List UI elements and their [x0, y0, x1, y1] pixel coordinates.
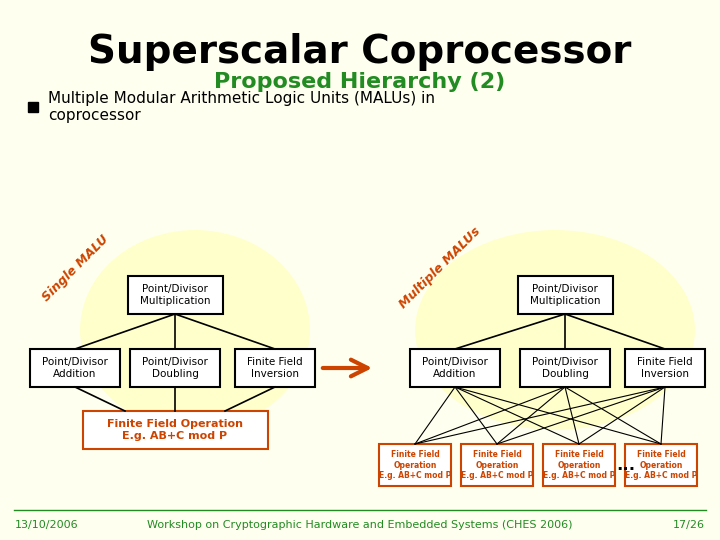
Text: Finite Field
Inversion: Finite Field Inversion	[637, 357, 693, 379]
Text: ...: ...	[616, 456, 636, 474]
FancyArrowPatch shape	[323, 360, 368, 376]
FancyBboxPatch shape	[379, 444, 451, 486]
Text: Workshop on Cryptographic Hardware and Embedded Systems (CHES 2006): Workshop on Cryptographic Hardware and E…	[148, 520, 572, 530]
FancyBboxPatch shape	[410, 349, 500, 387]
Text: Finite Field
Operation
E.g. AB+C mod P: Finite Field Operation E.g. AB+C mod P	[379, 450, 451, 480]
FancyBboxPatch shape	[235, 349, 315, 387]
FancyBboxPatch shape	[127, 276, 222, 314]
FancyBboxPatch shape	[520, 349, 610, 387]
Text: Multiple MALUs: Multiple MALUs	[397, 225, 483, 311]
FancyBboxPatch shape	[461, 444, 533, 486]
Ellipse shape	[415, 230, 695, 430]
Text: Point/Divisor
Multiplication: Point/Divisor Multiplication	[530, 284, 600, 306]
Text: Finite Field
Inversion: Finite Field Inversion	[247, 357, 303, 379]
Text: Single MALU: Single MALU	[40, 232, 111, 303]
Ellipse shape	[80, 230, 310, 430]
Text: Point/Divisor
Addition: Point/Divisor Addition	[42, 357, 108, 379]
Text: Multiple Modular Arithmetic Logic Units (MALUs) in
coprocessor: Multiple Modular Arithmetic Logic Units …	[48, 91, 435, 123]
FancyBboxPatch shape	[625, 349, 705, 387]
Text: 13/10/2006: 13/10/2006	[15, 520, 78, 530]
Text: Finite Field
Operation
E.g. AB+C mod P: Finite Field Operation E.g. AB+C mod P	[625, 450, 697, 480]
FancyBboxPatch shape	[30, 349, 120, 387]
FancyBboxPatch shape	[518, 276, 613, 314]
Text: Proposed Hierarchy (2): Proposed Hierarchy (2)	[215, 72, 505, 92]
Text: Superscalar Coprocessor: Superscalar Coprocessor	[89, 33, 631, 71]
FancyBboxPatch shape	[625, 444, 697, 486]
FancyBboxPatch shape	[543, 444, 615, 486]
FancyBboxPatch shape	[130, 349, 220, 387]
Text: Point/Divisor
Doubling: Point/Divisor Doubling	[532, 357, 598, 379]
Text: Point/Divisor
Multiplication: Point/Divisor Multiplication	[140, 284, 210, 306]
Text: Finite Field
Operation
E.g. AB+C mod P: Finite Field Operation E.g. AB+C mod P	[543, 450, 615, 480]
Text: 17/26: 17/26	[673, 520, 705, 530]
Text: Point/Divisor
Addition: Point/Divisor Addition	[422, 357, 488, 379]
Bar	[28, 102, 38, 112]
Text: Finite Field
Operation
E.g. AB+C mod P: Finite Field Operation E.g. AB+C mod P	[461, 450, 534, 480]
Text: Point/Divisor
Doubling: Point/Divisor Doubling	[142, 357, 208, 379]
FancyBboxPatch shape	[83, 411, 268, 449]
Text: Finite Field Operation
E.g. AB+C mod P: Finite Field Operation E.g. AB+C mod P	[107, 419, 243, 441]
